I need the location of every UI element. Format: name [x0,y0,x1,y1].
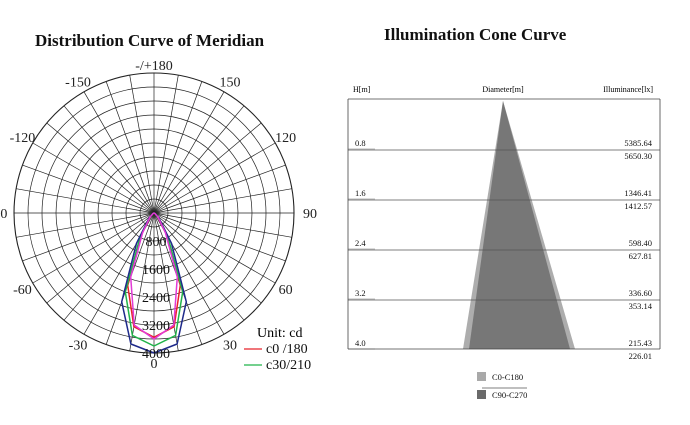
polar-spoke [83,91,155,214]
cone-row-illuminance-c0: 598.40 [629,238,652,248]
polar-angle-label: -60 [13,283,32,298]
cone-row-height: 1.6 [355,188,366,198]
polar-angle-label: -30 [69,339,88,354]
polar-chart-title: Distribution Curve of Meridian [35,31,265,50]
polar-spoke [63,105,155,214]
cone-row-height: 3.2 [355,288,366,298]
cone-legend-label: C0-C180 [492,372,523,382]
polar-spoke [153,164,286,214]
header-h: H[m] [353,85,371,94]
polar-grid [13,72,295,354]
polar-radial-label: 800 [146,235,167,250]
legend-label: c30/210 [266,358,311,373]
polar-spoke [32,212,155,284]
unit-label: Unit: cd [257,326,303,341]
polar-spoke [22,212,155,262]
polar-angle-label: -150 [65,75,91,90]
cone-c90-c270 [469,101,570,349]
polar-spoke [46,212,155,304]
cone-row-height: 2.4 [355,238,366,248]
polar-spoke [153,212,179,351]
polar-spoke [153,212,245,321]
polar-angle-label: 90 [303,207,317,222]
polar-angle-label: 30 [223,339,237,354]
polar-angle-label: 60 [279,283,293,298]
polar-angle-label: 120 [275,131,296,146]
polar-radial-label: 4000 [142,347,170,362]
cone-chart-title: Illumination Cone Curve [384,25,567,44]
cone-row-illuminance-c0: 215.43 [629,338,652,348]
polar-spoke [16,212,155,238]
polar-radial-labels: 800 1600 2400 3200 4000 [142,235,170,362]
polar-spoke [22,164,155,214]
polar-spoke [153,105,245,214]
polar-spoke [129,75,155,214]
polar-angle-label: -120 [10,131,36,146]
cone-row-height: 0.8 [355,138,366,148]
polar-angle-label: 0 [151,357,158,372]
polar-radial-label: 3200 [142,319,170,334]
polar-spoke [153,212,276,284]
cone-row-illuminance-c90: 5650.30 [624,151,652,161]
polar-angle-label: -90 [0,207,7,222]
polar-spoke [153,122,262,214]
polar-spoke [129,212,155,351]
polar-spoke [153,75,179,214]
cone-row-height: 4.0 [355,338,366,348]
header-illuminance: Illuminance[lx] [603,85,653,94]
polar-spoke [46,122,155,214]
polar-spoke [153,212,292,238]
cone-legend: C0-C180 C90-C270 [477,372,527,400]
polar-spoke [153,91,225,214]
polar-radial-label: 2400 [142,291,170,306]
cone-row-illuminance-c90: 627.81 [629,251,652,261]
legend-label: c0 /180 [266,342,308,357]
cone-legend-label: C90-C270 [492,390,527,400]
polar-angle-label: 150 [220,75,241,90]
cone-row-illuminance-c0: 5385.64 [624,138,652,148]
cone-legend-swatch [477,390,486,399]
cone-row-illuminance-c0: 1346.41 [624,188,652,198]
polar-curves [120,212,188,354]
cone-row-illuminance-c90: 1412.57 [624,201,652,211]
polar-spoke [153,81,203,214]
cone-row-illuminance-c0: 336.60 [629,288,652,298]
header-diameter: Diameter[m] [482,85,524,94]
polar-spoke [153,142,276,214]
illumination-cone-chart: H[m] Diameter[m] Illuminance[lx] 0.8 5385… [347,85,661,400]
cone-row-illuminance-c90: 226.01 [629,351,652,361]
polar-angle-label: -/+180 [135,59,172,74]
polar-spoke [32,142,155,214]
cone-legend-swatch [477,372,486,381]
polar-spoke [153,212,286,262]
cone-header: H[m] Diameter[m] Illuminance[lx] [353,85,653,94]
polar-spoke [153,188,292,214]
cone-row-illuminance-c90: 353.14 [629,301,653,311]
polar-spoke [105,81,155,214]
polar-curve-c90-270 [129,212,179,340]
polar-distribution-chart: -/+180 150 120 90 60 30 0 -30 -60 -90 -120 -150 800… [0,59,317,375]
polar-angle-labels: -/+180 150 120 90 60 30 0 -30 -60 -90 -120 -150 [0,59,317,372]
polar-spoke [16,188,155,214]
polar-radial-label: 1600 [142,263,170,278]
legend-label: c60/240 [266,374,311,375]
polar-spoke [153,212,262,304]
polar-spoke [63,212,155,321]
